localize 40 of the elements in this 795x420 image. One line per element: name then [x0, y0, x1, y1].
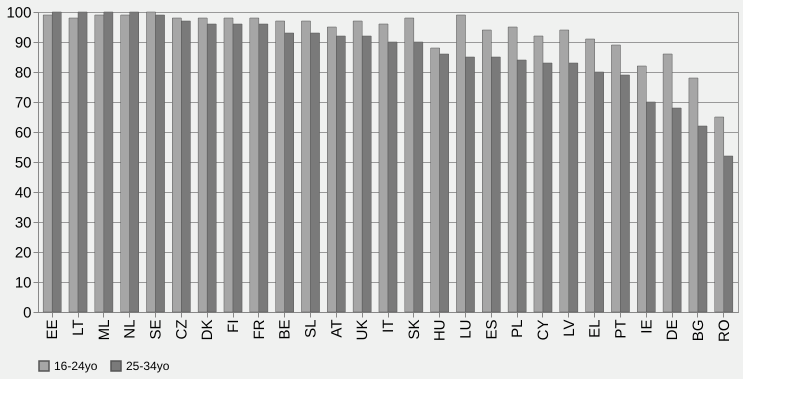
y-tick-label: 80 [14, 64, 32, 82]
x-tick-label: LT [70, 320, 88, 336]
x-tick-label: ES [483, 320, 500, 340]
y-tick-label: 30 [14, 214, 32, 232]
x-tick-label: EL [586, 320, 604, 338]
y-tick-label: 20 [14, 244, 32, 262]
x-tick-label: BE [276, 320, 294, 340]
x-tick-label: RO [716, 320, 733, 342]
x-tick-label: PL [509, 320, 526, 338]
x-tick-label: SL [302, 320, 320, 338]
x-tick-label: AT [328, 320, 346, 338]
y-tick-label: 90 [14, 34, 32, 52]
x-tick-label: CZ [173, 320, 190, 340]
x-tick-label: DE [664, 320, 682, 340]
x-tick-label: SE [148, 320, 165, 340]
x-tick-label: LV [560, 320, 578, 337]
x-tick-label: FR [250, 319, 268, 340]
x-tick-label: ML [96, 320, 113, 340]
y-tick-label: 60 [14, 124, 32, 142]
x-tick-label: IT [380, 320, 397, 333]
y-tick-label: 0 [23, 304, 32, 322]
y-tick-label: 40 [14, 184, 32, 202]
x-tick-label: DK [199, 320, 216, 340]
y-tick-label: 10 [14, 274, 32, 292]
x-tick-label: SK [406, 320, 423, 340]
x-tick-label: LU [457, 320, 474, 339]
x-tick-label: CY [534, 320, 552, 340]
y-tick-label: 70 [14, 94, 32, 112]
x-tick-label: IE [638, 320, 656, 334]
y-tick-label: 100 [6, 4, 32, 22]
y-tick-label: 50 [14, 154, 32, 172]
x-tick-label: EE [44, 320, 62, 340]
x-tick-label: UK [354, 320, 372, 340]
x-tick-label: PT [612, 320, 630, 339]
x-tick-label: BG [690, 320, 707, 342]
legend-label: 16-24yo [54, 359, 98, 373]
x-tick-label: HU [432, 320, 449, 342]
x-tick-label: FI [225, 320, 242, 333]
x-tick-label: NL [122, 320, 139, 339]
legend-label: 25-34yo [126, 359, 170, 373]
